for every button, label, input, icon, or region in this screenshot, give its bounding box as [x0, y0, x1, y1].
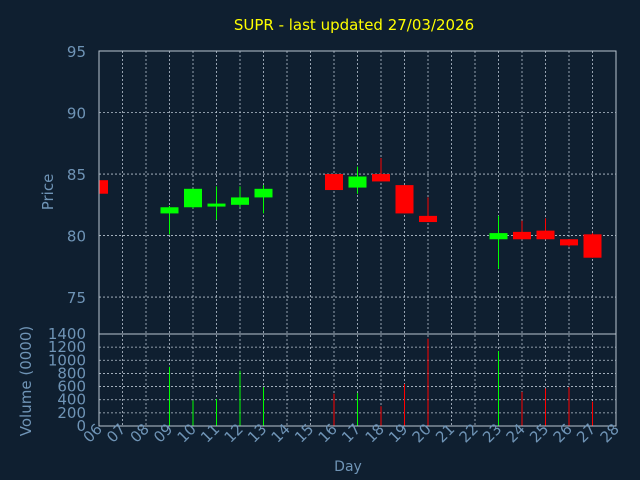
candle-body: [395, 185, 414, 214]
volume-tick-label: 400: [57, 391, 86, 409]
candle-body: [372, 174, 390, 182]
chart-title: SUPR - last updated 27/03/2026: [234, 16, 474, 34]
candle-body: [325, 174, 343, 191]
candle-body: [513, 231, 531, 240]
x-tick-label: 16: [315, 420, 341, 446]
x-tick-label: 10: [174, 420, 200, 446]
x-tick-label: 23: [479, 420, 505, 446]
candle-body: [184, 188, 202, 208]
x-tick-label: 07: [103, 420, 129, 446]
price-axis-label: Price: [39, 174, 57, 211]
price-panel: 75 80 85 90 95: [67, 43, 617, 426]
x-tick-label: 11: [197, 420, 223, 446]
x-tick-label: 25: [526, 420, 552, 446]
volume-tick-label: 1400: [48, 325, 86, 343]
x-tick-label: 17: [338, 420, 364, 446]
x-tick-label: 13: [244, 420, 270, 446]
candle-body: [348, 176, 367, 188]
x-tick-label: 26: [550, 420, 576, 446]
volume-tick-label: 1200: [48, 338, 86, 356]
candle-body: [231, 197, 249, 205]
x-tick-label: 19: [385, 420, 411, 446]
candle-body: [419, 215, 437, 223]
volume-tick-label: 0: [76, 417, 86, 435]
price-tick-label: 80: [67, 228, 86, 246]
price-tick-label: 90: [67, 105, 86, 123]
volume-axis-label: Volume (0000): [17, 326, 35, 436]
volume-tick-label: 200: [57, 404, 86, 422]
candle-body: [254, 188, 273, 198]
candle-body: [489, 233, 508, 240]
x-tick-label: 27: [573, 420, 599, 446]
price-tick-label: 85: [67, 166, 86, 184]
candle-body: [583, 234, 602, 258]
volume-tick-label: 1000: [48, 351, 86, 369]
x-tick-label: 28: [597, 420, 623, 446]
x-tick-label: 20: [409, 420, 435, 446]
x-tick-label: 12: [221, 420, 247, 446]
x-tick-label: 24: [503, 420, 529, 446]
price-tick-label: 95: [67, 43, 86, 61]
x-tick-label: 09: [150, 420, 176, 446]
candle-body: [536, 230, 555, 240]
candle-body: [160, 207, 179, 214]
x-tick-label: 08: [127, 420, 153, 446]
candle-body: [207, 203, 226, 207]
price-tick-label: 75: [67, 289, 86, 307]
x-tick-label: 21: [432, 420, 458, 446]
x-axis-label: Day: [334, 459, 362, 475]
x-tick-label: 15: [291, 420, 317, 446]
x-tick-label: 22: [456, 420, 482, 446]
candle-body: [99, 180, 108, 194]
volume-tick-label: 600: [57, 378, 86, 396]
x-tick-label: 14: [268, 420, 294, 446]
volume-panel-border: [98, 333, 617, 427]
x-axis-ticks: 0607080910111213141516171819202122232425…: [80, 420, 623, 446]
x-tick-label: 18: [362, 420, 388, 446]
candle-body: [560, 239, 578, 246]
volume-tick-label: 800: [57, 364, 86, 382]
